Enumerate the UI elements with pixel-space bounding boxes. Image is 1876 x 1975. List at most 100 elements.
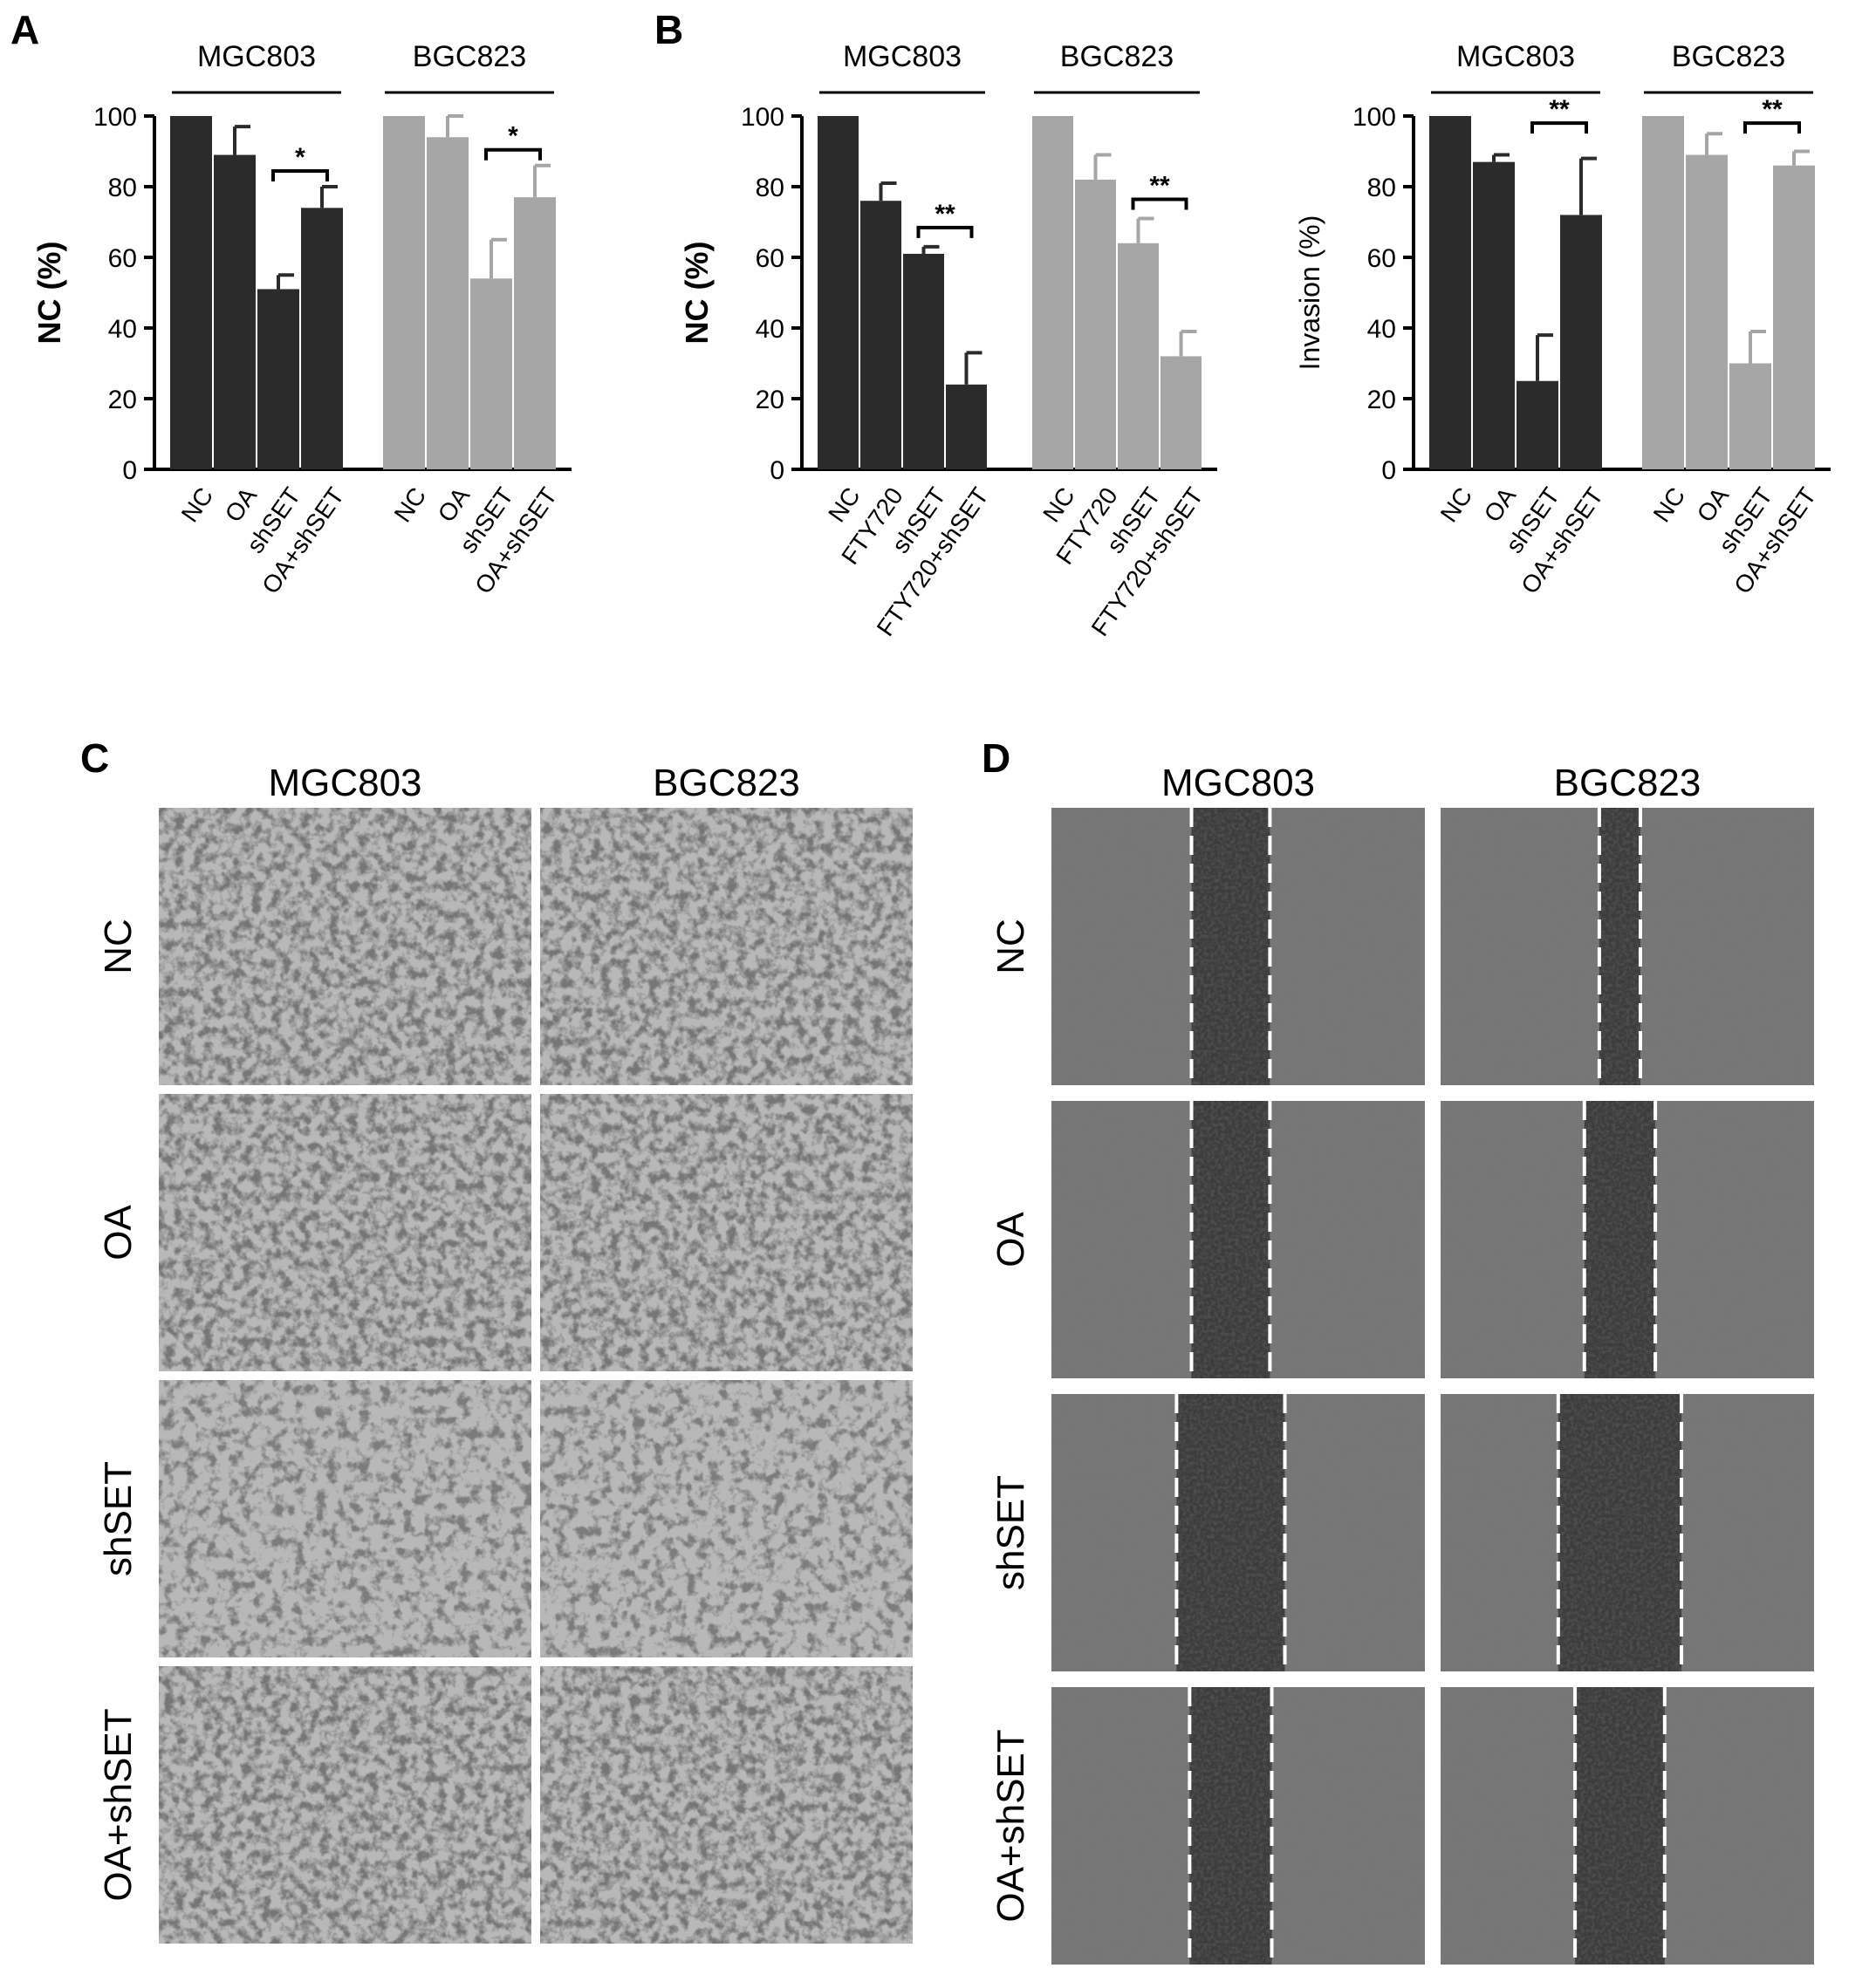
y-tick-label: 80	[756, 174, 784, 202]
column-header: BGC823	[1554, 762, 1701, 804]
scratch-texture	[1189, 1687, 1272, 1965]
row-label: NC	[989, 919, 1032, 974]
significance-bracket	[916, 225, 974, 238]
category-tick-label: OA	[220, 482, 263, 527]
cell-texture	[159, 1380, 531, 1657]
category-tick-label: NC	[1648, 482, 1691, 527]
significance-label: **	[1762, 95, 1783, 124]
y-tick-label: 100	[93, 103, 137, 132]
cell-texture	[540, 808, 913, 1085]
column-header: MGC803	[268, 762, 421, 804]
y-tick-label: 0	[1381, 456, 1396, 485]
category-tick-label: NC	[176, 482, 219, 527]
row-label: shSET	[989, 1475, 1032, 1590]
y-axis-label: NC (%)	[679, 242, 715, 345]
wound-healing-grid-d: MGC803 BGC823 NC OA shSET OA+shSET	[989, 762, 1814, 1965]
significance-label: **	[1549, 95, 1570, 124]
y-tick-label: 100	[1352, 103, 1396, 132]
bar	[1429, 116, 1471, 469]
bar	[1161, 356, 1202, 469]
y-tick-label: 60	[1367, 244, 1396, 273]
cell-texture	[159, 1094, 531, 1371]
y-tick-label: 60	[756, 244, 784, 273]
panel-label-d: D	[982, 735, 1010, 781]
bar	[257, 289, 299, 469]
group-header-label: BGC823	[1060, 40, 1174, 73]
y-axis-label: NC (%)	[31, 242, 67, 345]
panel-label-c: C	[80, 735, 109, 781]
bar	[1118, 243, 1159, 469]
bar	[1642, 116, 1684, 469]
row-label: OA+shSET	[989, 1729, 1032, 1922]
y-tick-label: 20	[756, 386, 784, 414]
column-header: MGC803	[1161, 762, 1315, 804]
bar	[1075, 179, 1116, 469]
scratch-texture	[1558, 1394, 1682, 1671]
y-tick-label: 0	[770, 456, 784, 485]
category-tick-label: OA	[1479, 482, 1522, 527]
group-header-label: MGC803	[1456, 40, 1575, 73]
y-tick-label: 0	[122, 456, 137, 485]
group-header-label: MGC803	[843, 40, 962, 73]
significance-bracket	[1131, 197, 1188, 210]
cell-texture	[159, 808, 531, 1085]
bar	[1517, 380, 1558, 469]
y-axis-label: Invasion (%)	[1294, 215, 1325, 371]
bar	[903, 253, 944, 469]
panel-label-b: B	[654, 7, 683, 52]
scratch-texture	[1584, 1101, 1656, 1378]
row-label: NC	[97, 919, 140, 974]
bar	[818, 116, 859, 469]
significance-bracket	[271, 169, 329, 181]
significance-bracket	[1743, 121, 1801, 134]
scratch-texture	[1191, 1101, 1270, 1378]
scratch-texture	[1575, 1687, 1665, 1965]
cell-texture	[540, 1094, 913, 1371]
y-tick-label: 80	[1367, 174, 1396, 202]
row-label: shSET	[97, 1461, 140, 1576]
category-tick-label: OA	[1692, 482, 1735, 527]
y-tick-label: 40	[756, 315, 784, 344]
bar	[301, 208, 343, 470]
bar	[214, 154, 256, 470]
cell-texture	[159, 1666, 531, 1944]
bar	[170, 116, 212, 469]
row-label: OA	[989, 1212, 1032, 1268]
bar	[1729, 363, 1771, 469]
y-tick-label: 20	[108, 386, 137, 414]
significance-label: **	[935, 200, 955, 229]
cell-texture	[540, 1666, 913, 1944]
y-tick-label: 80	[108, 174, 137, 202]
scratch-texture	[1176, 1394, 1285, 1671]
category-tick-label: NC	[389, 482, 432, 527]
group-header-label: BGC823	[1672, 40, 1785, 73]
bar	[946, 384, 987, 469]
significance-label: **	[1149, 171, 1170, 200]
scratch-texture	[1599, 808, 1640, 1085]
group-header-label: MGC803	[197, 40, 316, 73]
significance-label: *	[508, 122, 518, 151]
bar	[514, 197, 556, 469]
significance-label: *	[295, 143, 305, 172]
bar	[860, 201, 901, 469]
row-label: OA+shSET	[97, 1708, 140, 1901]
bar	[1032, 116, 1073, 469]
row-label: OA	[97, 1205, 140, 1261]
column-header: BGC823	[653, 762, 800, 804]
group-header-label: BGC823	[413, 40, 526, 73]
y-tick-label: 100	[741, 103, 784, 132]
y-tick-label: 40	[1367, 315, 1396, 344]
category-tick-label: NC	[1435, 482, 1478, 527]
y-tick-label: 60	[108, 244, 137, 273]
bar	[1773, 165, 1815, 469]
cell-texture	[540, 1380, 913, 1657]
bar	[1686, 154, 1728, 470]
y-tick-label: 20	[1367, 386, 1396, 414]
bar	[1473, 161, 1515, 469]
scratch-texture	[1191, 808, 1270, 1085]
significance-bracket	[1530, 121, 1588, 134]
